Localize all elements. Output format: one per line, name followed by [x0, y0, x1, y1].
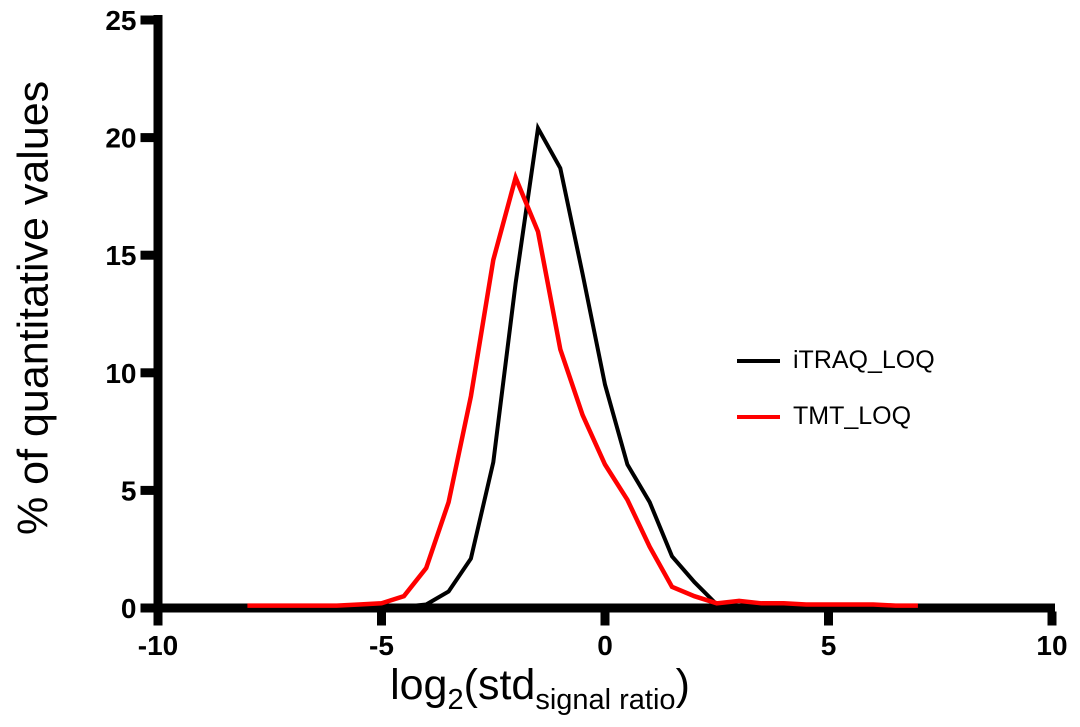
x-tick-label: -5	[369, 630, 394, 661]
y-tick-label: 10	[105, 358, 136, 389]
legend-item-tmt-loq: TMT_LOQ	[737, 402, 935, 431]
x-tick-label: 5	[821, 630, 837, 661]
itraq-line-swatch	[737, 358, 780, 363]
y-tick-label: 25	[105, 5, 136, 36]
legend-label-itraq-loq: iTRAQ_LOQ	[793, 346, 935, 374]
x-tick-label: 0	[597, 630, 613, 661]
x-axis-label-part: log	[390, 661, 448, 709]
y-tick-label: 20	[105, 123, 136, 154]
legend-item-itraq-loq: iTRAQ_LOQ	[737, 346, 935, 375]
x-axis-label-subscript: 2	[447, 684, 464, 716]
y-axis-label: % of quantitative values	[9, 80, 58, 535]
series-tmt-loq-line	[247, 170, 918, 608]
x-tick-label: 10	[1036, 630, 1067, 661]
y-tick-label: 5	[121, 475, 137, 506]
axis-frame	[153, 15, 1055, 613]
x-axis-label-part: (std	[463, 661, 536, 709]
x-axis-label-subscript: signal ratio	[535, 684, 676, 716]
y-tick-label: 15	[105, 240, 136, 271]
x-tick-label: -10	[138, 630, 178, 661]
series-itraq-loq-line	[403, 122, 784, 609]
y-tick-label: 0	[121, 593, 137, 624]
legend: iTRAQ_LOQ TMT_LOQ	[737, 346, 935, 431]
x-axis-label: log2(stdsignal ratio)	[0, 661, 1080, 717]
legend-label-tmt-loq: TMT_LOQ	[793, 402, 912, 430]
x-axis-label-part: )	[675, 661, 690, 709]
tmt-line-swatch	[737, 414, 780, 419]
